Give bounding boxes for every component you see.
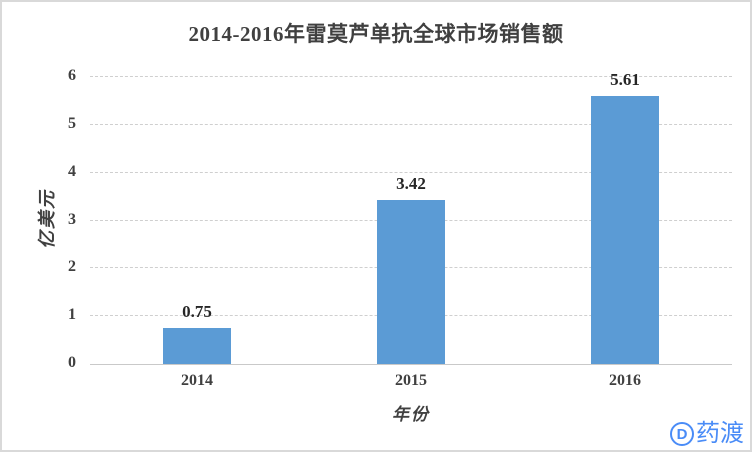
y-tick-label: 4 xyxy=(68,162,76,180)
x-tick-label: 2015 xyxy=(395,372,427,389)
y-tick-label: 6 xyxy=(68,67,76,84)
y-tick-label: 3 xyxy=(68,210,76,228)
bar-2016 xyxy=(591,95,659,364)
bar-value-label: 0.75 xyxy=(182,302,212,322)
y-tick-label: 2 xyxy=(68,258,76,276)
chart-title: 2014-2016年雷莫芦单抗全球市场销售额 xyxy=(188,22,564,46)
bar-value-label: 3.42 xyxy=(396,174,426,194)
x-tick-label: 2016 xyxy=(609,372,641,389)
x-tick-label: 2014 xyxy=(181,372,213,389)
pharmacodia-logo: D 药渡 xyxy=(670,422,744,446)
bar-value-label: 5.61 xyxy=(610,69,640,89)
plot-area: 0.75 3.42 5.61 xyxy=(90,70,732,365)
pharmacodia-logo-text: 药渡 xyxy=(696,420,744,447)
bar-2015 xyxy=(377,200,445,364)
gridline xyxy=(90,123,732,125)
x-axis-title: 年份 xyxy=(392,405,430,424)
gridline xyxy=(90,76,732,77)
y-tick-label: 5 xyxy=(68,114,76,132)
y-tick-label: 0 xyxy=(68,354,76,371)
gridline xyxy=(90,171,732,173)
bar-2014 xyxy=(163,328,231,364)
pharmacodia-logo-icon: D xyxy=(670,422,694,446)
y-tick-label: 1 xyxy=(68,306,76,324)
